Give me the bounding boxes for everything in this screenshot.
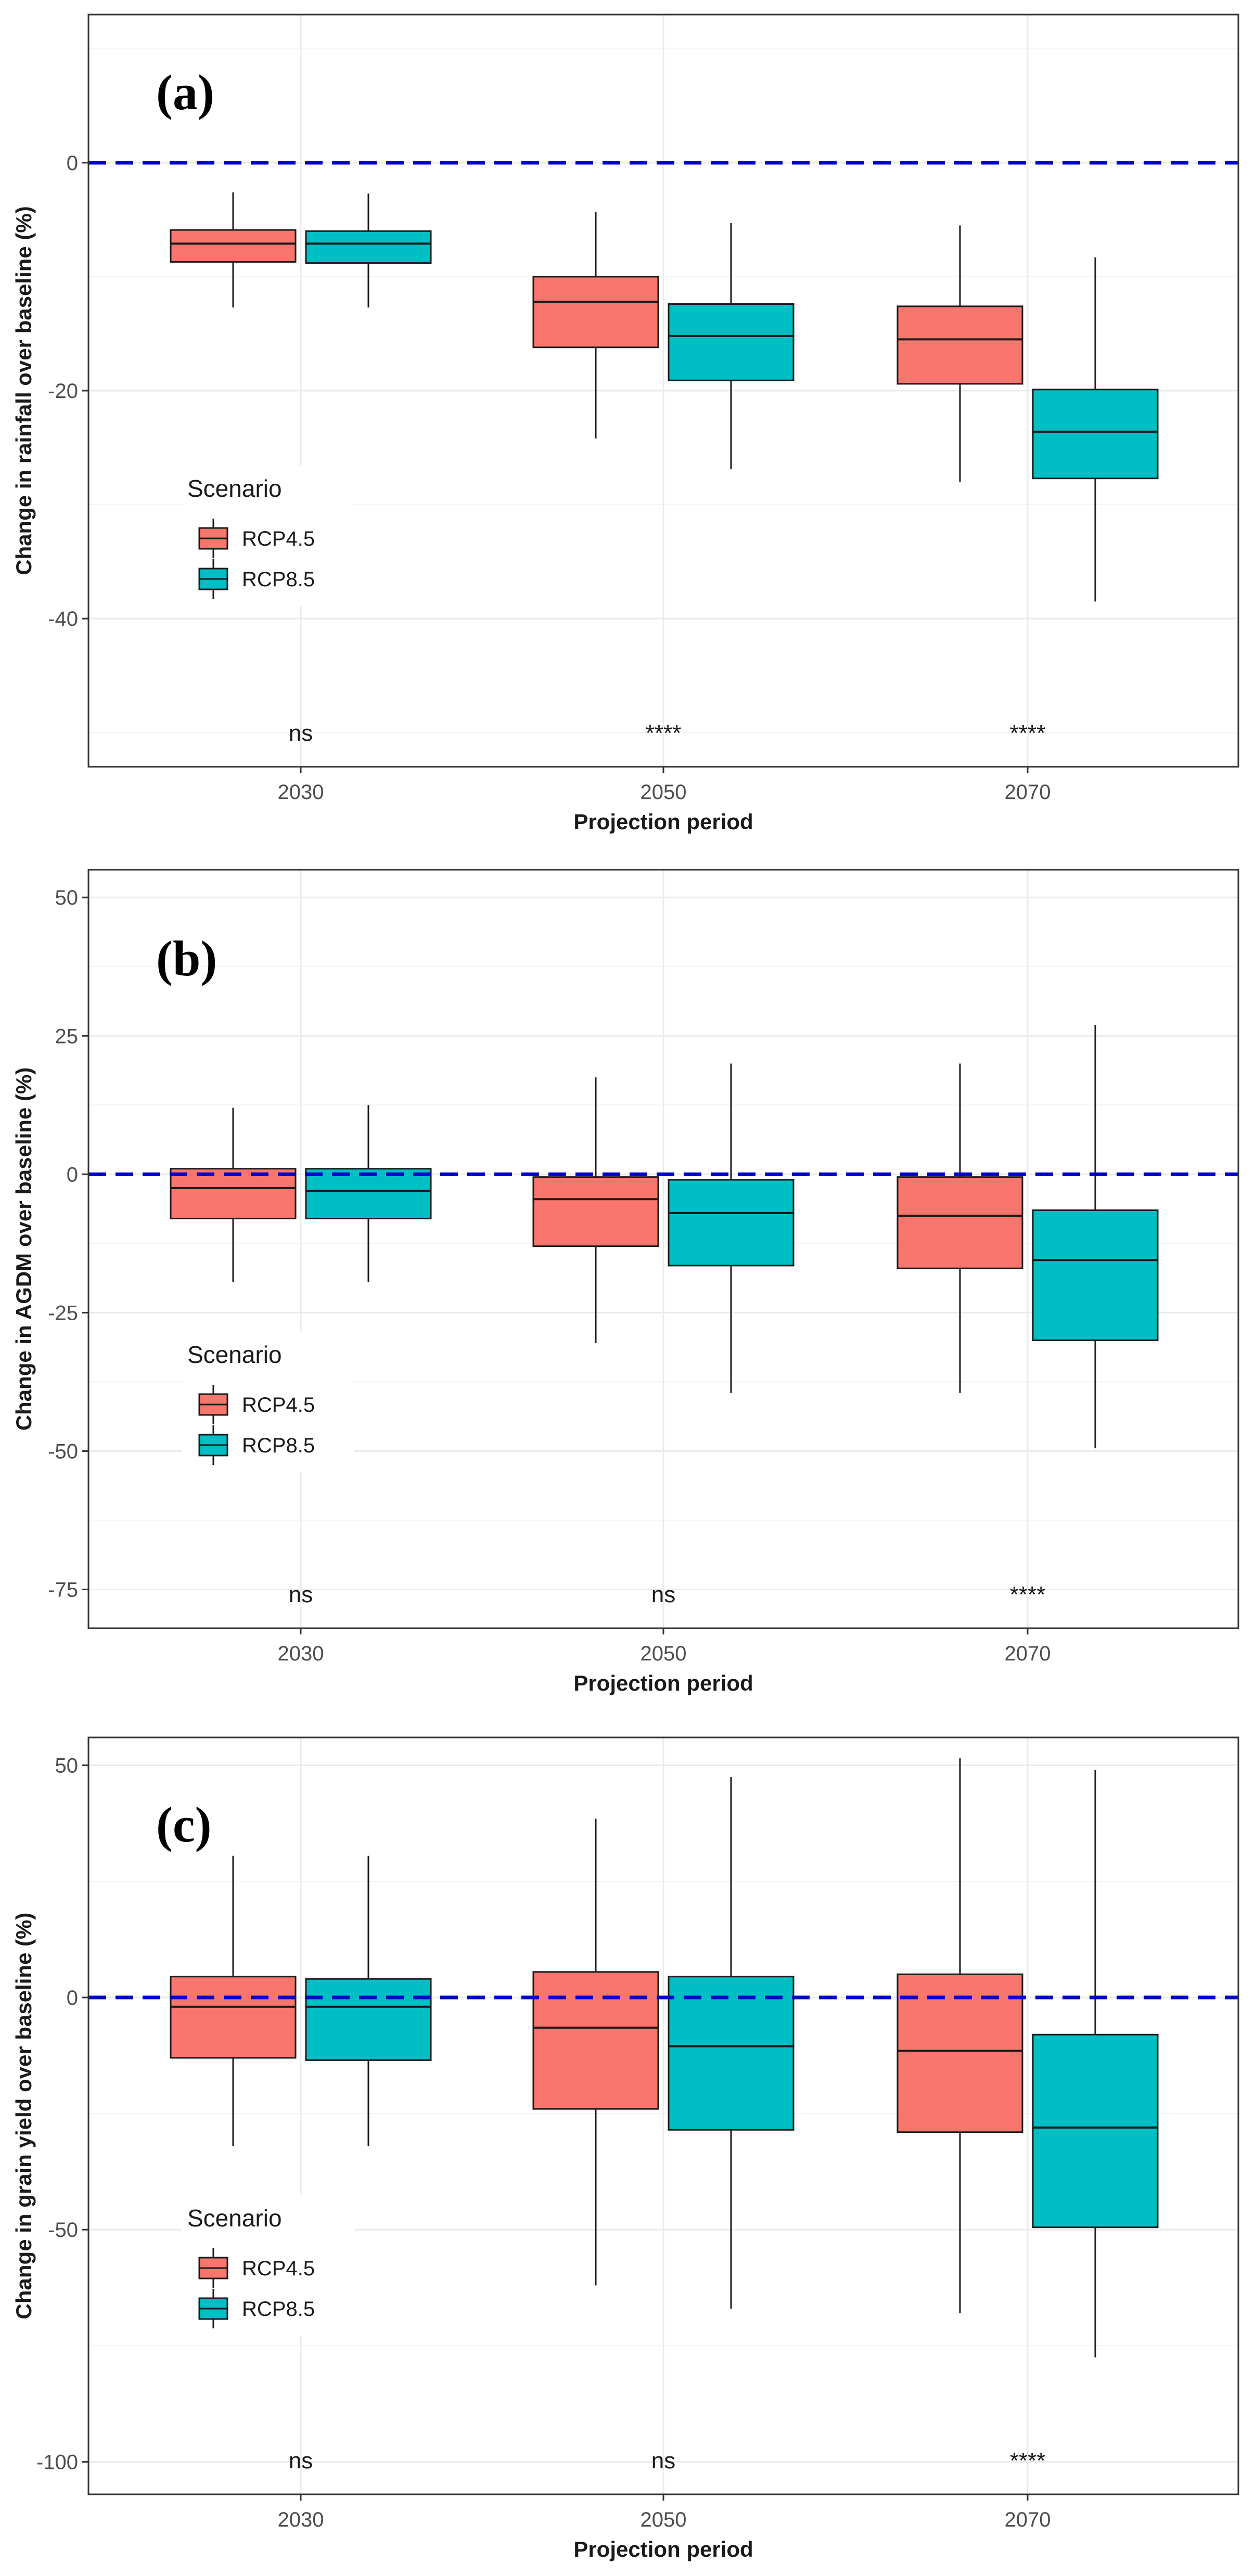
significance-label: **** [1010,1582,1046,1607]
significance-label: ns [651,2448,675,2474]
box-2050-RCP8.5 [668,223,795,470]
legend-title: Scenario [187,1341,282,1368]
box-2050-RCP4.5 [532,212,659,439]
y-axis-title: Change in AGDM over baseline (%) [11,1067,36,1431]
legend-label-RCP4.5: RCP4.5 [242,2257,315,2280]
legend: Scenario RCP4.5 RCP8.5 [182,1332,354,1472]
y-tick-label: 25 [55,1025,79,1048]
legend-label-RCP8.5: RCP8.5 [242,2298,315,2321]
box-body [897,1973,1023,2133]
panel-label: (b) [156,931,217,986]
box-2050-RCP4.5 [532,1077,659,1343]
x-tick-label: 2070 [1005,2508,1051,2531]
box-2070-RCP8.5 [1032,1024,1159,1449]
significance-label: ns [651,1582,675,1607]
y-tick-label: -40 [48,608,78,630]
significance-label: ns [289,2448,313,2474]
box-body [170,229,297,263]
series-RCP8.5 [305,1024,1159,1449]
legend: Scenario RCP4.5 RCP8.5 [182,2195,354,2336]
x-tick-label: 2050 [641,1642,687,1665]
legend-label-RCP8.5: RCP8.5 [242,568,315,591]
legend-label-RCP4.5: RCP4.5 [242,527,315,550]
significance-label: **** [1010,720,1046,746]
significance-label: ns [289,1582,313,1607]
y-tick-label: 0 [67,1987,78,2010]
box-body [532,1971,659,2110]
series-RCP8.5 [305,1770,1159,2358]
box-2050-RCP8.5 [668,1063,795,1393]
y-axis-title: Change in grain yield over baseline (%) [11,1913,36,2320]
panel-label: (a) [156,65,214,120]
box-body [532,1176,659,1247]
box-body [1032,2033,1159,2229]
box-body [532,276,659,349]
y-tick-label: -20 [48,380,78,403]
y-tick-label: -50 [48,1440,78,1463]
x-tick-label: 2050 [641,781,687,804]
panel-label: (c) [156,1797,212,1852]
box-2070-RCP4.5 [897,1758,1023,2313]
box-body [170,1168,297,1219]
box-body [305,1978,432,2061]
significance-label: **** [1010,2448,1046,2474]
y-tick-label: -25 [48,1302,78,1324]
panel-1: Scenario RCP4.5 RCP8.5 (b) ns ns **** 50 25 0 -25 -… [11,869,1239,1695]
box-body [1032,389,1159,480]
box-2070-RCP8.5 [1032,1770,1159,2358]
series-RCP4.5 [170,1063,1023,1393]
legend-title: Scenario [187,475,282,502]
legend-label-RCP4.5: RCP4.5 [242,1394,315,1416]
y-tick-label: -50 [48,2219,78,2242]
box-2070-RCP8.5 [1032,257,1159,602]
series-RCP4.5 [170,192,1023,482]
y-tick-label: -100 [36,2451,78,2474]
x-tick-label: 2030 [278,2508,324,2531]
box-2070-RCP4.5 [897,1063,1023,1393]
box-2030-RCP8.5 [305,1105,432,1282]
legend-label-RCP8.5: RCP8.5 [242,1434,315,1457]
y-tick-label: 50 [55,1755,79,1778]
y-tick-label: 0 [67,1163,78,1186]
y-tick-label: 0 [67,152,78,175]
box-body [1032,1209,1159,1342]
box-2070-RCP4.5 [897,225,1023,482]
x-axis-title: Projection period [573,2537,753,2561]
panel-2: Scenario RCP4.5 RCP8.5 (c) ns ns **** 50 0 -50 -10… [11,1736,1239,2561]
box-body [170,1976,297,2059]
box-body [305,230,432,264]
box-2030-RCP8.5 [305,193,432,308]
x-axis-title: Projection period [573,1671,753,1695]
series-RCP8.5 [305,193,1159,602]
x-tick-label: 2070 [1005,1642,1051,1665]
box-2050-RCP4.5 [532,1819,659,2286]
y-tick-label: -75 [48,1579,78,1602]
box-2030-RCP4.5 [170,1107,297,1282]
box-2050-RCP8.5 [668,1776,795,2309]
legend-title: Scenario [187,2205,282,2232]
panel-0: Scenario RCP4.5 RCP8.5 (a) ns **** **** 0 -20 -40… [11,14,1239,834]
box-2030-RCP8.5 [305,1856,432,2146]
x-tick-label: 2030 [278,781,324,804]
box-body [897,1176,1023,1269]
box-body [897,305,1023,385]
box-2030-RCP4.5 [170,1856,297,2146]
box-body [668,1976,795,2131]
x-axis-title: Projection period [573,809,753,834]
x-tick-label: 2070 [1005,781,1051,804]
significance-label: ns [289,720,313,746]
x-tick-label: 2050 [641,2508,687,2531]
y-tick-label: 50 [55,886,79,909]
legend: Scenario RCP4.5 RCP8.5 [182,466,354,606]
box-body [668,303,795,381]
box-body [668,1179,795,1267]
series-RCP4.5 [170,1758,1023,2313]
box-2030-RCP4.5 [170,192,297,308]
box-body [305,1168,432,1219]
y-axis-title: Change in rainfall over baseline (%) [11,206,36,575]
x-tick-label: 2030 [278,1642,324,1665]
significance-label: **** [646,720,682,746]
